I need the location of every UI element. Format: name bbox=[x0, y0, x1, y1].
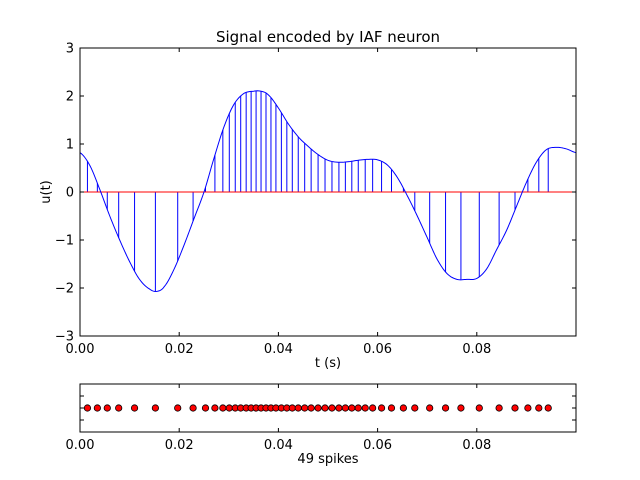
spike-marker bbox=[426, 404, 434, 412]
x-tick-label: 0.08 bbox=[462, 342, 491, 357]
spike-marker bbox=[301, 404, 309, 412]
spike-marker bbox=[341, 404, 349, 412]
spike-marker bbox=[189, 404, 197, 412]
spike-marker bbox=[369, 404, 377, 412]
spike-marker bbox=[174, 404, 182, 412]
y-tick-label: 2 bbox=[66, 90, 74, 105]
y-tick-label: 3 bbox=[66, 42, 74, 57]
spike-marker bbox=[288, 404, 296, 412]
sample-stems bbox=[86, 90, 549, 292]
spike-x-tick-label: 0.02 bbox=[165, 438, 194, 453]
spike-x-ticks: 0.00 0.02 0.04 0.06 0.08 bbox=[66, 384, 576, 453]
spike-marker bbox=[335, 404, 343, 412]
spike-marker bbox=[535, 404, 543, 412]
x-tick-label: 0.06 bbox=[363, 342, 392, 357]
spike-x-tick-label: 0.06 bbox=[363, 438, 392, 453]
signal-axes: Signal encoded by IAF neuron 0.00 0.02 0.0… bbox=[39, 28, 577, 371]
spike-marker bbox=[201, 404, 210, 412]
spike-markers bbox=[83, 404, 552, 412]
spike-marker bbox=[225, 404, 233, 412]
spike-marker bbox=[457, 404, 465, 412]
y-axis-label: u(t) bbox=[39, 180, 54, 203]
y-tick-label: −2 bbox=[55, 282, 74, 297]
signal-x-ticks: 0.00 0.02 0.04 0.06 0.08 bbox=[66, 48, 491, 357]
y-tick-label: 1 bbox=[66, 138, 74, 153]
spike-marker bbox=[361, 404, 369, 412]
spike-x-tick-label: 0.00 bbox=[66, 438, 95, 453]
x-tick-label: 0.04 bbox=[264, 342, 293, 357]
signal-y-ticks: −3 −2 −1 0 1 2 3 bbox=[55, 42, 576, 345]
x-tick-label: 0.00 bbox=[66, 342, 95, 357]
spike-marker bbox=[115, 404, 123, 412]
spike-marker bbox=[211, 404, 219, 412]
spike-marker bbox=[130, 404, 139, 412]
spike-marker bbox=[524, 404, 532, 412]
x-axis-label: t (s) bbox=[315, 356, 341, 371]
spike-x-tick-label: 0.08 bbox=[462, 438, 491, 453]
spike-marker bbox=[387, 404, 396, 412]
spike-marker bbox=[151, 404, 159, 412]
spike-marker bbox=[441, 404, 450, 412]
spike-marker bbox=[219, 404, 227, 412]
spike-marker bbox=[399, 404, 407, 412]
spike-marker bbox=[328, 404, 336, 412]
spike-marker bbox=[475, 404, 483, 412]
spike-marker bbox=[354, 404, 362, 412]
spike-marker bbox=[294, 404, 302, 412]
spike-marker bbox=[93, 404, 101, 412]
x-tick-label: 0.02 bbox=[165, 342, 194, 357]
signal-curve bbox=[79, 90, 577, 292]
spike-marker bbox=[307, 404, 315, 412]
y-tick-label: −1 bbox=[55, 234, 74, 249]
spike-marker bbox=[321, 404, 329, 412]
spike-marker bbox=[495, 404, 503, 412]
spike-x-tick-label: 0.04 bbox=[264, 438, 293, 453]
y-tick-label: 0 bbox=[66, 186, 74, 201]
spike-marker bbox=[348, 404, 356, 412]
spike-axes: 0.00 0.02 0.04 0.06 0.08 49 spikes bbox=[66, 383, 577, 467]
spike-marker bbox=[544, 404, 552, 412]
spike-marker bbox=[411, 404, 419, 412]
y-tick-label: −3 bbox=[55, 330, 74, 345]
spike-count-label: 49 spikes bbox=[297, 452, 358, 467]
spike-marker bbox=[83, 404, 92, 412]
spike-marker bbox=[377, 404, 386, 412]
chart-title: Signal encoded by IAF neuron bbox=[216, 28, 440, 46]
spike-marker bbox=[511, 404, 519, 412]
spike-marker bbox=[103, 404, 111, 412]
spike-marker bbox=[314, 404, 322, 412]
